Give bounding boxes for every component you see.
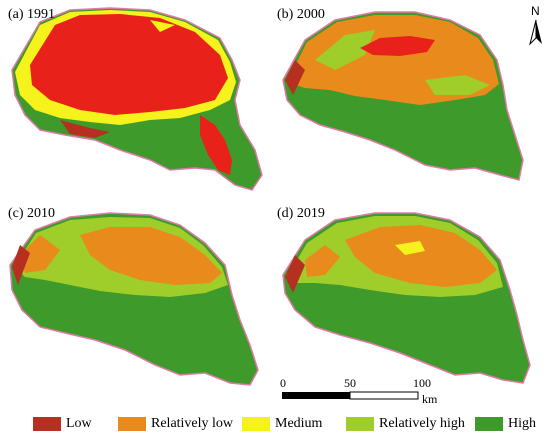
map-1991 [11, 7, 263, 191]
legend-item-high: High [475, 414, 536, 434]
north-letter: N [531, 4, 540, 18]
legend-swatch [118, 417, 146, 431]
map-2019 [282, 212, 531, 384]
legend-item-relatively-high: Relatively high [346, 414, 465, 434]
north-arrow: N [526, 4, 546, 48]
legend-item-relatively-low: Relatively low [118, 414, 233, 434]
map-2000 [282, 11, 524, 181]
panel-label: (a) 1991 [8, 7, 56, 22]
scale-tick-100: 100 [413, 376, 431, 390]
legend-swatch [242, 417, 270, 431]
legend-label: Low [66, 416, 92, 431]
legend-label: High [508, 416, 536, 431]
map-panel-2019: (d) 2019 [275, 205, 550, 410]
map-panel-1991: (a) 1991 [0, 0, 275, 205]
north-arrow-icon [529, 19, 542, 46]
legend-label: Medium [275, 416, 323, 431]
scale-tick-50: 50 [344, 376, 356, 390]
panel-label: (b) 2000 [277, 7, 325, 22]
legend-label: Relatively low [151, 416, 234, 431]
scale-bar: 0 50 100 km [280, 376, 480, 406]
legend-item-low: Low [33, 414, 92, 434]
legend-swatch [346, 417, 374, 431]
scale-unit: km [422, 392, 438, 406]
legend-item-medium: Medium [242, 414, 322, 434]
map-2010 [9, 212, 259, 386]
legend-swatch [33, 417, 61, 431]
panel-label: (d) 2019 [277, 206, 325, 221]
panel-label: (c) 2010 [8, 206, 56, 221]
legend: Low Relatively low Medium Relatively hig… [0, 410, 550, 439]
map-panel-2000: (b) 2000 [275, 0, 550, 205]
legend-label: Relatively high [379, 416, 465, 431]
scale-bar-graphic [282, 391, 419, 400]
map-panel-2010: (c) 2010 [0, 205, 275, 410]
legend-swatch [475, 417, 503, 431]
scale-tick-0: 0 [280, 376, 286, 390]
